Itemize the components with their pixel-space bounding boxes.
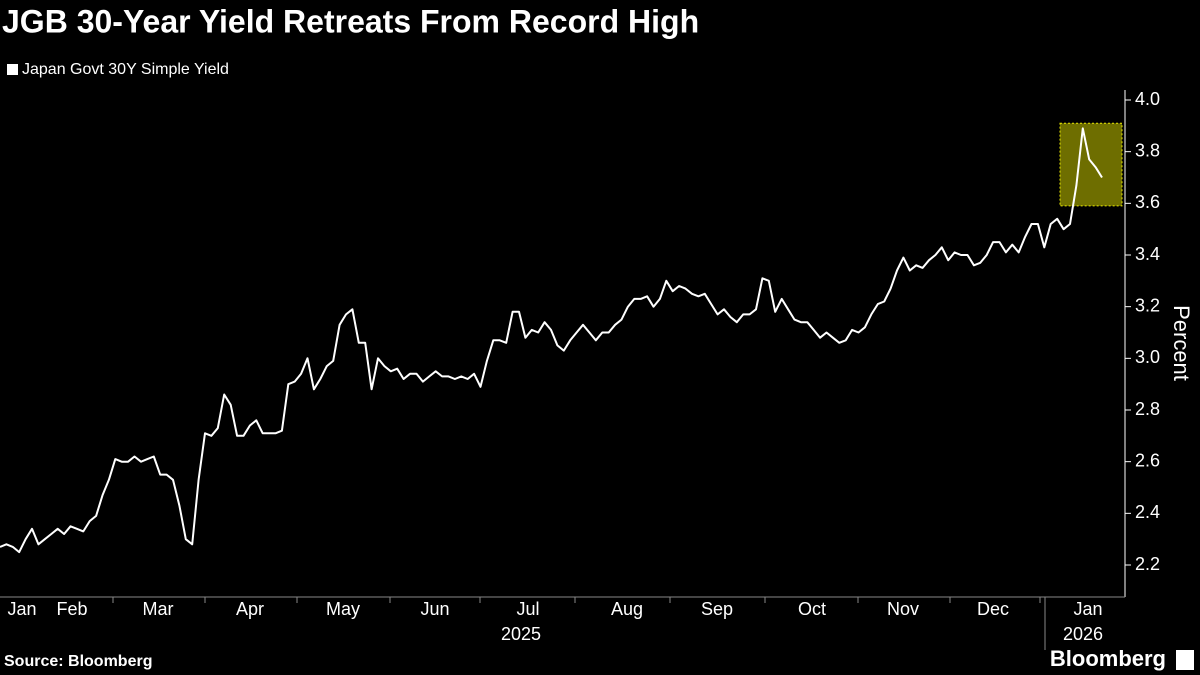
- x-tick-label: Jun: [420, 599, 449, 619]
- y-tick-label: 2.4: [1135, 502, 1160, 522]
- x-tick-label: Jan: [7, 599, 36, 619]
- y-tick-label: 3.0: [1135, 347, 1160, 367]
- y-axis-label: Percent: [1169, 305, 1194, 381]
- series-line: [0, 127, 1103, 554]
- brand-icon: [1176, 650, 1194, 670]
- x-tick-label: Aug: [611, 599, 643, 619]
- x-tick-label: Sep: [701, 599, 733, 619]
- x-tick-label: Nov: [887, 599, 919, 619]
- brand: Bloomberg: [1050, 646, 1166, 671]
- x-tick-label: Jan: [1073, 599, 1102, 619]
- legend-label: Japan Govt 30Y Simple Yield: [22, 61, 229, 78]
- x-tick-label: Feb: [56, 599, 87, 619]
- y-tick-label: 3.2: [1135, 295, 1160, 315]
- y-tick-label: 2.8: [1135, 399, 1160, 419]
- y-tick-label: 2.2: [1135, 554, 1160, 574]
- x-tick-label: Jul: [516, 599, 539, 619]
- x-tick-label: Oct: [798, 599, 826, 619]
- y-tick-label: 3.8: [1135, 140, 1160, 160]
- year-label: 2025: [501, 624, 541, 644]
- y-tick-label: 4.0: [1135, 89, 1160, 109]
- x-tick-label: Apr: [236, 599, 264, 619]
- chart-title: JGB 30-Year Yield Retreats From Record H…: [2, 3, 699, 39]
- x-tick-label: May: [326, 599, 360, 619]
- highlight-box: [1059, 122, 1123, 207]
- y-tick-label: 3.6: [1135, 192, 1160, 212]
- legend-swatch: [7, 64, 18, 75]
- y-tick-label: 2.6: [1135, 450, 1160, 470]
- year-label: 2026: [1063, 624, 1103, 644]
- y-tick-label: 3.4: [1135, 244, 1160, 264]
- x-tick-label: Dec: [977, 599, 1009, 619]
- x-tick-label: Mar: [143, 599, 174, 619]
- source: Source: Bloomberg: [4, 653, 152, 670]
